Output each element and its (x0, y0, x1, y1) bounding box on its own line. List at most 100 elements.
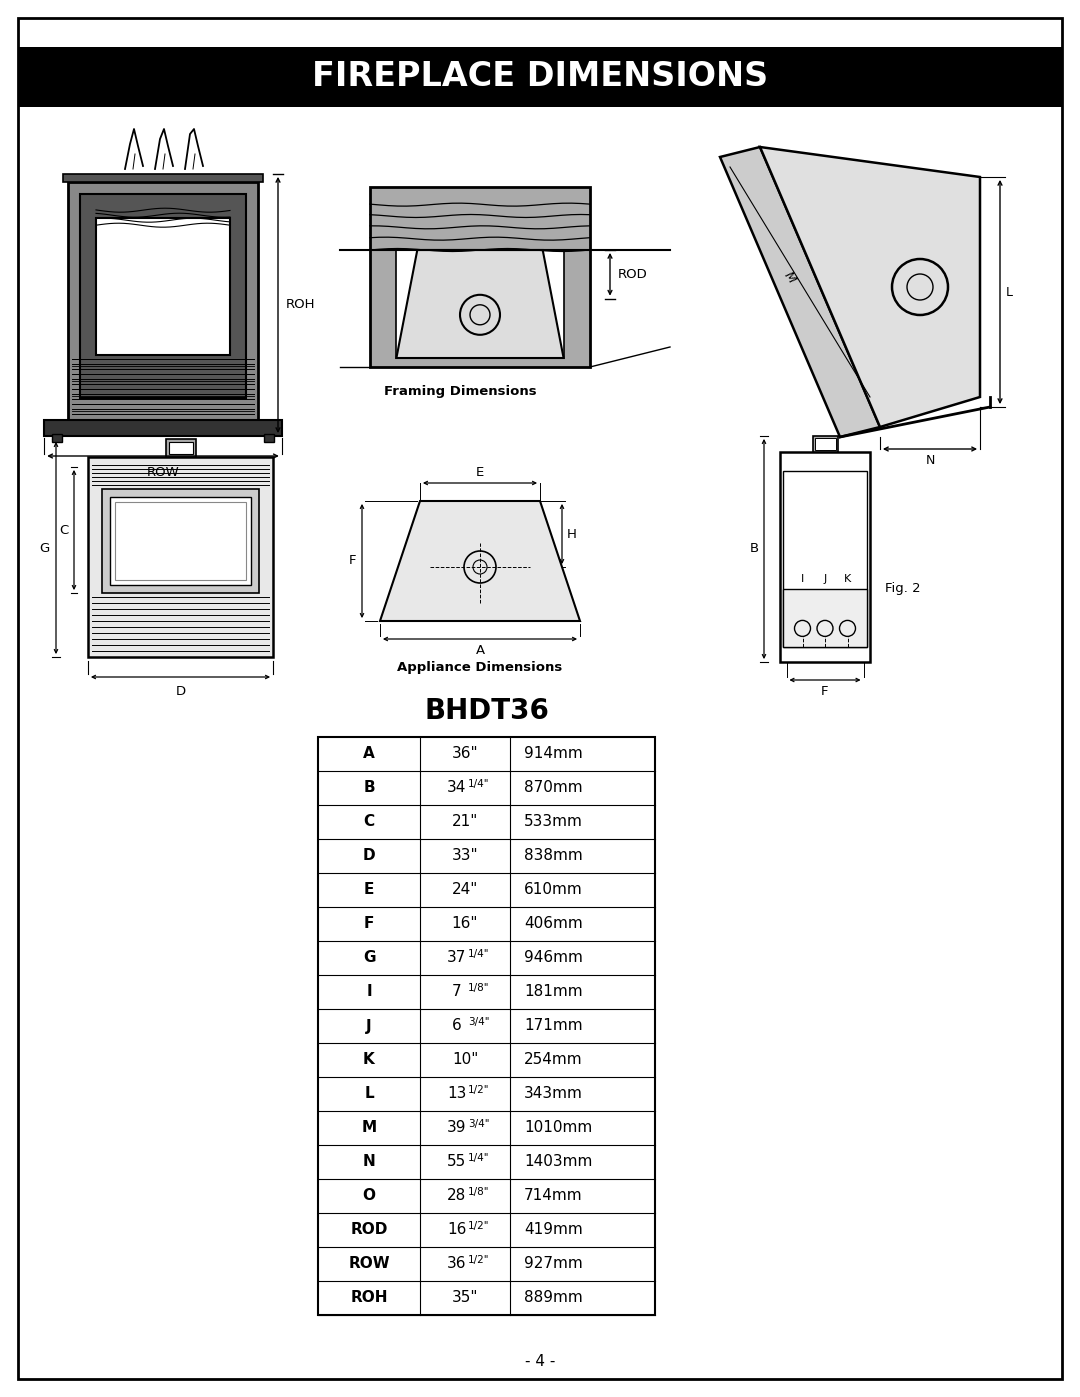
Text: 343mm: 343mm (524, 1087, 583, 1101)
Text: D: D (363, 848, 376, 863)
Text: 1/4": 1/4" (469, 949, 489, 958)
Bar (44, 420, 282, 436)
Text: F: F (821, 685, 828, 698)
Bar (80, 194, 246, 398)
Text: 34: 34 (447, 781, 467, 795)
Bar (783, 471, 867, 647)
Bar (165, 439, 195, 457)
Text: 1/2": 1/2" (469, 1085, 489, 1095)
Text: 10": 10" (451, 1052, 478, 1067)
Text: 946mm: 946mm (524, 950, 583, 965)
Text: ROH: ROH (286, 299, 315, 312)
Text: 7: 7 (453, 985, 462, 999)
Text: 181mm: 181mm (524, 985, 582, 999)
Text: 6: 6 (453, 1018, 462, 1034)
Bar (812, 436, 837, 453)
Text: 16": 16" (451, 916, 478, 932)
Bar (110, 497, 251, 585)
Text: 36: 36 (447, 1256, 467, 1271)
Polygon shape (720, 147, 880, 437)
Text: M: M (782, 268, 798, 285)
Text: ROH: ROH (350, 1291, 388, 1306)
Text: 870mm: 870mm (524, 781, 582, 795)
Text: 406mm: 406mm (524, 916, 583, 932)
Bar (814, 439, 836, 450)
Text: I: I (801, 574, 805, 584)
Bar (68, 182, 258, 422)
Text: K: K (843, 574, 851, 584)
Text: 1/2": 1/2" (469, 1221, 489, 1231)
Text: 36": 36" (451, 746, 478, 761)
Text: B: B (750, 542, 759, 556)
Bar (64, 175, 262, 182)
Text: 16: 16 (447, 1222, 467, 1238)
Text: 171mm: 171mm (524, 1018, 582, 1034)
Text: F: F (349, 555, 356, 567)
Bar (87, 457, 273, 657)
Text: 37: 37 (447, 950, 467, 965)
Bar (780, 453, 870, 662)
Bar (96, 218, 230, 355)
Text: H: H (567, 528, 577, 541)
Text: Framing Dimensions: Framing Dimensions (383, 386, 537, 398)
Text: 28: 28 (447, 1189, 467, 1203)
Text: 914mm: 914mm (524, 746, 583, 761)
Text: 39: 39 (447, 1120, 467, 1136)
Text: 1/8": 1/8" (469, 983, 489, 993)
Text: 889mm: 889mm (524, 1291, 583, 1306)
Text: FIREPLACE DIMENSIONS: FIREPLACE DIMENSIONS (312, 60, 768, 94)
Bar (168, 441, 192, 454)
Bar (370, 187, 590, 367)
Text: K: K (363, 1052, 375, 1067)
Text: L: L (1005, 285, 1013, 299)
Text: 1/4": 1/4" (469, 780, 489, 789)
Text: B: B (363, 781, 375, 795)
Text: N: N (926, 454, 934, 467)
Text: 1/8": 1/8" (469, 1187, 489, 1197)
Text: BHDT36: BHDT36 (424, 697, 549, 725)
Bar (114, 502, 246, 580)
Bar (52, 434, 63, 441)
Text: C: C (58, 524, 68, 536)
Text: 1/4": 1/4" (469, 1153, 489, 1162)
Bar (318, 738, 654, 1315)
Text: 838mm: 838mm (524, 848, 583, 863)
Text: J: J (366, 1018, 372, 1034)
Text: 1403mm: 1403mm (524, 1154, 592, 1169)
Text: D: D (175, 685, 186, 698)
Polygon shape (396, 250, 564, 358)
Text: 55: 55 (447, 1154, 467, 1169)
Text: 254mm: 254mm (524, 1052, 582, 1067)
Bar (783, 588, 867, 647)
Text: 3/4": 3/4" (469, 1119, 489, 1129)
Polygon shape (760, 147, 980, 427)
Text: G: G (40, 542, 50, 555)
Text: - 4 -: - 4 - (525, 1355, 555, 1369)
Text: ROW: ROW (147, 467, 179, 479)
Text: 419mm: 419mm (524, 1222, 583, 1238)
Text: 1/2": 1/2" (469, 1255, 489, 1266)
Text: J: J (823, 574, 826, 584)
Text: ROD: ROD (618, 268, 648, 281)
Text: 927mm: 927mm (524, 1256, 583, 1271)
Text: N: N (363, 1154, 376, 1169)
Text: 714mm: 714mm (524, 1189, 582, 1203)
Text: E: E (364, 883, 374, 897)
Text: F: F (364, 916, 374, 932)
Text: 1010mm: 1010mm (524, 1120, 592, 1136)
Text: ROD: ROD (350, 1222, 388, 1238)
Text: L: L (364, 1087, 374, 1101)
Text: 533mm: 533mm (524, 814, 583, 830)
Text: I: I (366, 985, 372, 999)
Text: M: M (362, 1120, 377, 1136)
Text: 33": 33" (451, 848, 478, 863)
Text: ROW: ROW (348, 1256, 390, 1271)
Text: Appliance Dimensions: Appliance Dimensions (397, 661, 563, 673)
Text: E: E (476, 467, 484, 479)
Text: 3/4": 3/4" (469, 1017, 489, 1027)
Text: O: O (363, 1189, 376, 1203)
Text: 13: 13 (447, 1087, 467, 1101)
Text: 610mm: 610mm (524, 883, 583, 897)
Bar (396, 250, 564, 358)
Bar (18, 47, 1062, 108)
